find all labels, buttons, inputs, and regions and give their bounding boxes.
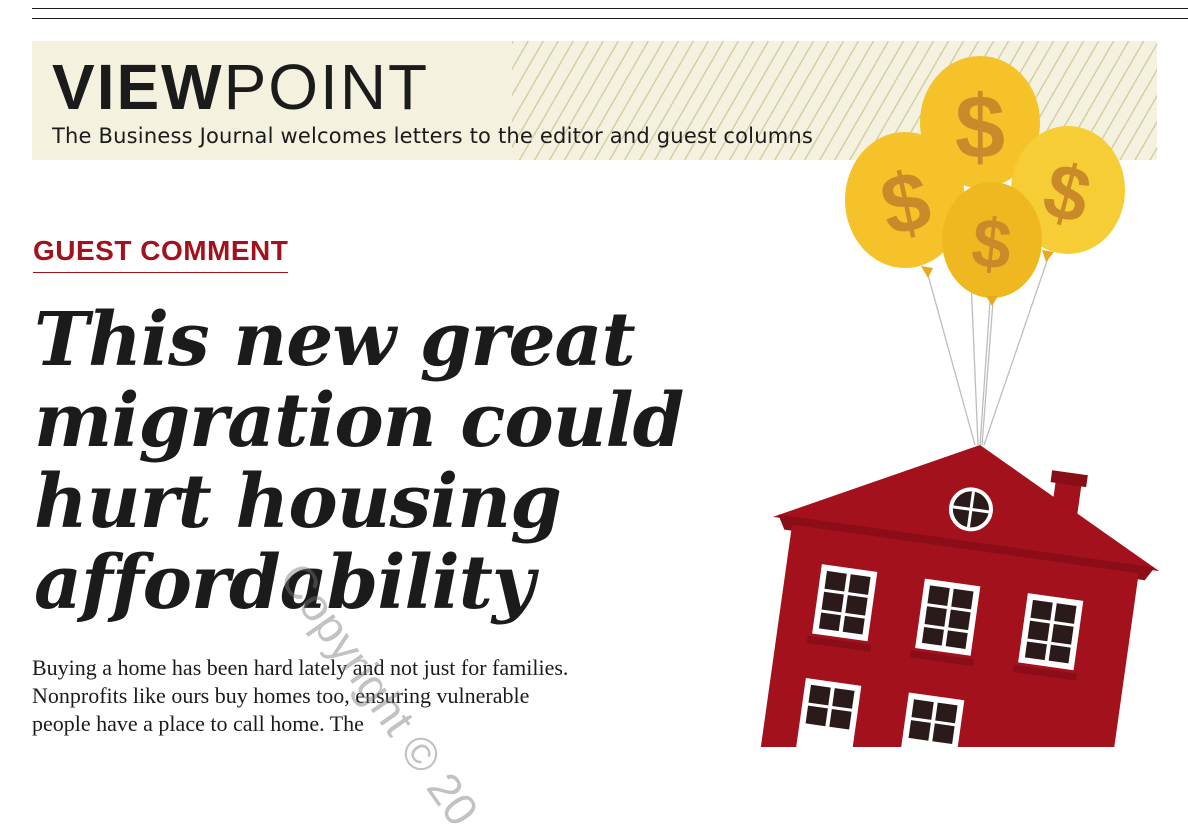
balloon-center-body: [942, 182, 1042, 298]
house: [760, 445, 1160, 747]
balloon-left: $: [845, 132, 965, 278]
window-upper-left: [806, 564, 878, 652]
balloon-center: $: [942, 182, 1042, 306]
section-label: GUEST COMMENT: [33, 234, 289, 273]
balloon-strings: [927, 209, 1049, 446]
top-rule-secondary: [32, 18, 1188, 19]
window-upper-right: [1012, 593, 1084, 681]
article-headline: This new great migration could hurt hous…: [34, 297, 684, 626]
balloon-top-dollar-icon: $: [955, 78, 1005, 178]
banner-subtitle: The Business Journal welcomes letters to…: [52, 124, 814, 148]
window-upper-center: [909, 578, 981, 667]
balloon-left-knot: [921, 266, 933, 278]
banner-title-bold: VIEW: [52, 51, 224, 123]
balloon-center-knot: [986, 296, 998, 306]
house-chimney-cap: [1050, 470, 1088, 488]
balloon-center-dollar-icon: $: [968, 203, 1015, 285]
top-rule: [32, 8, 1188, 9]
balloon-top-body: [920, 56, 1040, 188]
balloon-top: $: [920, 56, 1040, 198]
banner-title-light: POINT: [223, 51, 430, 123]
house-balloons-illustration: $ $ $ $: [760, 56, 1160, 747]
window-lower-left: [796, 678, 862, 747]
window-lower-center: [899, 692, 965, 747]
banner-title: VIEWPOINT: [52, 55, 429, 119]
balloon-left-body: [845, 132, 965, 268]
balloon-right-knot: [1042, 250, 1054, 262]
banner-text-backdrop: [32, 41, 512, 160]
article-body: Buying a home has been hard lately and n…: [32, 655, 569, 736]
